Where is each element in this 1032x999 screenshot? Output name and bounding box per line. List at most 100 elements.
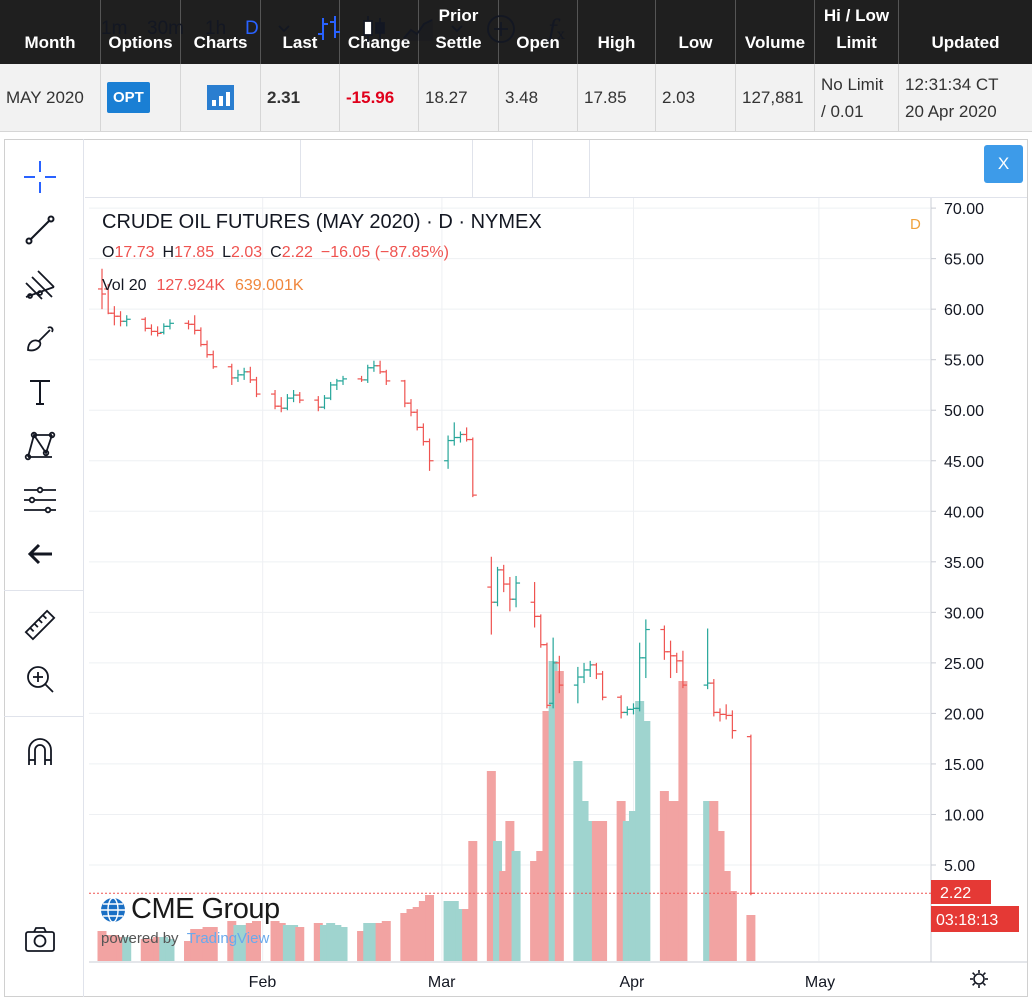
trend-line-icon[interactable] <box>20 210 60 250</box>
ohlc-bar <box>542 642 551 709</box>
interval-30m[interactable]: 30m <box>147 17 184 39</box>
volume-bar <box>455 909 465 961</box>
volume-label: Vol 20 <box>102 277 147 294</box>
pitchfork-icon[interactable] <box>20 265 60 305</box>
y-tick-label: 65.00 <box>944 252 984 269</box>
volume-bar <box>542 711 552 961</box>
ohlc-bar <box>623 706 632 716</box>
toolbar-divider <box>300 140 301 197</box>
volume-bar <box>282 925 292 961</box>
globe-icon <box>101 896 125 923</box>
col-limit: Hi / Low Limit <box>814 0 898 64</box>
ohlc-open-key: O <box>102 244 115 261</box>
text-icon[interactable] <box>20 372 60 412</box>
camera-icon[interactable] <box>20 920 60 960</box>
ohlc-bar <box>573 666 582 704</box>
interval-1m[interactable]: 1m <box>101 17 128 39</box>
ohlc-bar <box>233 369 242 382</box>
volume-bar <box>554 671 564 961</box>
volume-bar <box>326 923 336 961</box>
volume-bar <box>159 937 169 961</box>
ohlc-bar <box>746 734 755 896</box>
settings-gear-icon[interactable] <box>970 970 988 988</box>
ohlc-bar <box>709 679 718 717</box>
last-cell: 2.31 <box>260 64 339 131</box>
gear-tooth <box>982 982 986 986</box>
y-tick-label: 35.00 <box>944 555 984 572</box>
ohlc-bar <box>641 619 650 679</box>
ruler-icon[interactable] <box>20 605 60 645</box>
volume-bar <box>666 801 676 961</box>
high-cell: 17.85 <box>577 64 655 131</box>
ohlc-close-value: 2.22 <box>281 244 313 261</box>
volume-bar <box>252 921 261 961</box>
x-tick-label: Apr <box>619 974 645 991</box>
ohlc-bar <box>678 650 687 689</box>
volume-bar <box>468 841 478 961</box>
interval-d[interactable]: D <box>245 17 259 39</box>
volume-bar <box>678 681 688 961</box>
ohlc-low-value: 2.03 <box>231 244 263 261</box>
y-tick-label: 15.00 <box>944 757 984 774</box>
volume-bar <box>202 927 212 961</box>
volume-bar <box>511 851 521 961</box>
ohlc-low-key: L <box>222 244 232 261</box>
volume-cell: 127,881 <box>735 64 814 131</box>
volume-bar <box>721 871 731 961</box>
volume-bar <box>703 801 713 961</box>
ohlc-bar <box>666 640 675 679</box>
ohlc-bar <box>147 324 156 336</box>
x-tick-label: Mar <box>428 974 456 991</box>
ohlc-open-value: 17.73 <box>114 244 155 261</box>
bars-style-icon[interactable] <box>315 0 343 57</box>
ohlc-bar <box>450 422 459 446</box>
volume-bar <box>591 821 601 961</box>
ohlc-bar <box>295 392 304 404</box>
bar-chart-icon[interactable] <box>207 85 234 110</box>
open-cell: 3.48 <box>498 64 577 131</box>
zoom-in-icon[interactable] <box>20 659 60 699</box>
volume-bar <box>103 935 113 961</box>
back-arrow-icon[interactable] <box>20 534 60 574</box>
ohlc-bar <box>456 431 465 443</box>
chart-title: CRUDE OIL FUTURES (MAY 2020) · D · NYMEX <box>102 211 542 233</box>
ohlc-bar <box>246 366 255 383</box>
volume-bar <box>672 801 682 961</box>
chevron-down-icon[interactable] <box>277 0 291 57</box>
y-tick-label: 40.00 <box>944 504 984 521</box>
crosshair-icon[interactable] <box>20 157 60 197</box>
ohlc-bar <box>580 662 589 684</box>
interval-1h[interactable]: 1h <box>205 17 227 39</box>
toolbar-divider <box>4 590 84 591</box>
volume-bar <box>276 923 286 961</box>
volume-bar <box>332 925 342 961</box>
magnet-icon[interactable] <box>20 733 60 773</box>
col-low: Low <box>655 0 735 64</box>
ohlc-bar <box>555 655 564 694</box>
close-chart-button[interactable]: X <box>984 145 1023 183</box>
volume-bar <box>406 909 416 961</box>
last-price-badge <box>931 880 991 904</box>
volume-bar <box>140 939 150 961</box>
col-last: Last <box>260 0 339 64</box>
x-tick-label: May <box>805 974 835 991</box>
change-cell: -15.96 <box>339 64 418 131</box>
compare-plus-icon[interactable] <box>486 0 516 57</box>
ohlc-bar <box>425 438 434 471</box>
volume-bar <box>622 821 632 961</box>
y-tick-label: 50.00 <box>944 403 984 420</box>
volume-bar <box>585 821 595 961</box>
ohlc-bar <box>592 662 601 680</box>
candles-style-icon[interactable] <box>360 0 388 57</box>
pattern-icon[interactable] <box>20 425 60 465</box>
fib-retracement-icon[interactable] <box>20 480 60 520</box>
options-badge[interactable]: OPT <box>107 82 150 113</box>
toolbar-divider <box>532 140 533 197</box>
volume-bar <box>598 821 608 961</box>
chevron-down-icon[interactable] <box>450 0 464 57</box>
brush-icon[interactable] <box>20 318 60 358</box>
volume-value: 127.924K <box>156 277 225 294</box>
area-style-icon[interactable] <box>402 0 434 57</box>
